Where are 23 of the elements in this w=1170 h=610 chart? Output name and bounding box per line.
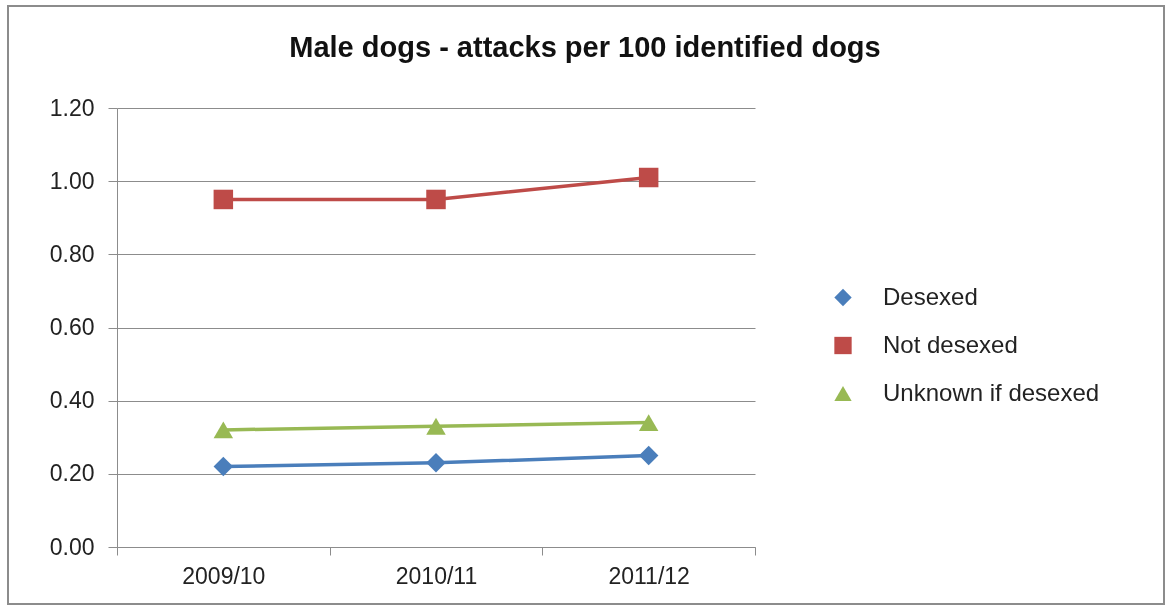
y-tick-label: 0.00	[49, 533, 95, 560]
point	[426, 453, 446, 473]
chart-title: Male dogs - attacks per 100 identified dogs	[289, 31, 881, 63]
y-tick-label: 0.60	[49, 314, 95, 340]
x-tick-label: 2009/10	[182, 562, 266, 589]
y-tick-label: 0.20	[49, 460, 95, 487]
x-tick-label: 2011/12	[608, 562, 690, 589]
legend-label: Desexed	[883, 282, 978, 310]
point	[213, 189, 234, 210]
y-tick-label: 0.80	[49, 240, 95, 267]
point	[638, 167, 659, 188]
legend-label: Unknown if desexed	[883, 378, 1100, 406]
y-tick-label: 1.00	[49, 167, 95, 194]
point	[213, 421, 234, 439]
point	[426, 189, 446, 210]
y-tick-label: 1.20	[49, 94, 95, 121]
point	[638, 414, 659, 432]
point	[638, 445, 659, 466]
point	[426, 417, 446, 435]
legend-label: Not desexed	[883, 330, 1018, 358]
point	[213, 456, 234, 477]
x-tick-label: 2010/11	[395, 562, 478, 589]
y-tick-label: 0.40	[49, 387, 95, 414]
